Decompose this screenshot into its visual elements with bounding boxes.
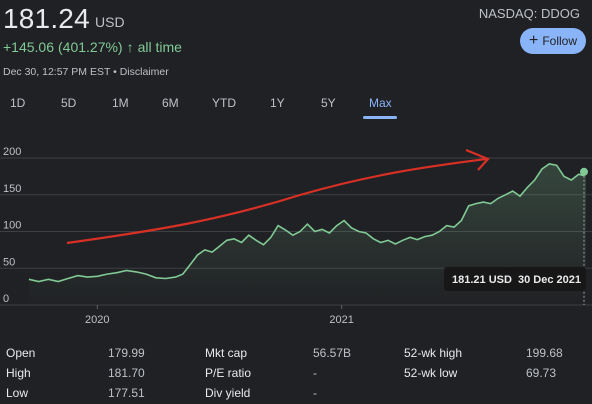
plus-icon: + (528, 32, 539, 49)
stat-value-52wk-low: 69.73 (526, 366, 557, 380)
stat-label-high: High (6, 366, 31, 380)
stat-value-mkt-cap: 56.57B (313, 346, 352, 360)
tooltip-date: 30 Dec 2021 (518, 274, 581, 286)
change-period: all time (137, 39, 182, 55)
tab-5y[interactable]: 5Y (321, 96, 336, 110)
tab-1d[interactable]: 1D (10, 96, 26, 110)
y-tick-label: 100 (3, 220, 21, 232)
tab-6m[interactable]: 6M (162, 96, 179, 110)
stat-label-52wk-high: 52-wk high (404, 346, 463, 360)
stat-label-mkt-cap: Mkt cap (205, 346, 248, 360)
y-tick-label: 150 (3, 183, 21, 195)
y-tick-label: 50 (3, 256, 15, 268)
stat-value-52wk-high: 199.68 (526, 346, 563, 360)
stat-label-pe-ratio: P/E ratio (205, 366, 252, 380)
y-tick-label: 0 (3, 293, 9, 305)
stat-value-pe-ratio: - (313, 366, 317, 380)
change-percent: (401.27%) (58, 39, 123, 55)
active-tab-indicator (363, 116, 397, 119)
current-point-marker (580, 167, 588, 176)
stock-price: 181.24 (3, 3, 90, 34)
timestamp: Dec 30, 12:57 PM EST • Disclaimer (3, 66, 169, 78)
price-line (28, 163, 587, 283)
stats-table: Open 179.99 High 181.70 Low 177.51 Mkt c… (0, 340, 592, 404)
stat-label-low: Low (6, 386, 29, 400)
stat-label-div-yield: Div yield (205, 386, 251, 400)
disclaimer-link[interactable]: Disclaimer (119, 66, 169, 78)
stat-value-open: 179.99 (108, 346, 145, 360)
timestamp-text: Dec 30, 12:57 PM EST (3, 66, 111, 78)
follow-label: Follow (542, 34, 578, 48)
chart-tooltip: 181.21 USD 30 Dec 2021 (444, 267, 586, 291)
price-change: +145.06 (401.27%) ↑ all time (3, 39, 186, 55)
tab-1m[interactable]: 1M (112, 96, 129, 110)
stat-label-52wk-low: 52-wk low (404, 366, 458, 380)
tooltip-price: 181.21 USD (452, 274, 512, 286)
price-chart[interactable]: 0 50 100 150 200 2020 2021 181.21 USD 30 Dec … (0, 140, 592, 335)
stat-label-open: Open (6, 346, 36, 360)
annotation-trend-arrow (66, 157, 487, 245)
x-tick-label: 2020 (85, 314, 109, 326)
x-tick-label: 2021 (329, 314, 353, 326)
annotation-arrowhead (465, 148, 490, 171)
range-tabs: 1D 5D 1M 6M YTD 1Y 5Y Max (0, 96, 592, 120)
exchange-ticker: NASDAQ: DDOG (478, 6, 580, 21)
tab-1y[interactable]: 1Y (270, 96, 285, 110)
arrow-up-icon: ↑ (126, 39, 134, 55)
stat-value-div-yield: - (313, 386, 317, 400)
currency-label: USD (95, 14, 125, 30)
tab-5d[interactable]: 5D (61, 96, 77, 110)
y-tick-label: 200 (3, 146, 21, 158)
stat-value-high: 181.70 (108, 366, 145, 380)
change-value: +145.06 (3, 39, 54, 55)
follow-button[interactable]: + Follow (520, 28, 586, 54)
tab-max[interactable]: Max (369, 96, 392, 110)
stat-value-low: 177.51 (108, 386, 145, 400)
tab-ytd[interactable]: YTD (212, 96, 236, 110)
